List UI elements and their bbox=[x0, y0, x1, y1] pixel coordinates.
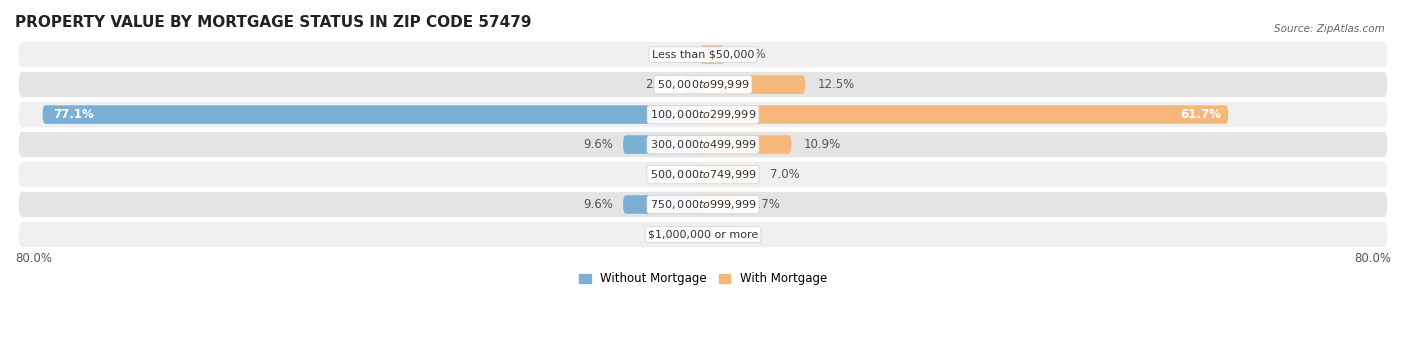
Text: 80.0%: 80.0% bbox=[1354, 252, 1391, 265]
Text: 80.0%: 80.0% bbox=[15, 252, 52, 265]
Text: $100,000 to $299,999: $100,000 to $299,999 bbox=[650, 108, 756, 121]
FancyBboxPatch shape bbox=[700, 165, 758, 184]
Text: $500,000 to $749,999: $500,000 to $749,999 bbox=[650, 168, 756, 181]
Text: Less than $50,000: Less than $50,000 bbox=[652, 50, 754, 59]
Text: $50,000 to $99,999: $50,000 to $99,999 bbox=[657, 78, 749, 91]
Text: 0.0%: 0.0% bbox=[666, 48, 696, 61]
Text: 0.0%: 0.0% bbox=[710, 228, 740, 241]
FancyBboxPatch shape bbox=[700, 45, 724, 64]
Text: 7.0%: 7.0% bbox=[770, 168, 800, 181]
Text: 10.9%: 10.9% bbox=[804, 138, 841, 151]
FancyBboxPatch shape bbox=[18, 102, 1388, 127]
Text: 9.6%: 9.6% bbox=[583, 138, 613, 151]
FancyBboxPatch shape bbox=[623, 135, 703, 154]
Text: 61.7%: 61.7% bbox=[1180, 108, 1220, 121]
FancyBboxPatch shape bbox=[18, 192, 1388, 217]
FancyBboxPatch shape bbox=[700, 195, 738, 214]
Text: PROPERTY VALUE BY MORTGAGE STATUS IN ZIP CODE 57479: PROPERTY VALUE BY MORTGAGE STATUS IN ZIP… bbox=[15, 15, 531, 30]
FancyBboxPatch shape bbox=[696, 165, 703, 184]
FancyBboxPatch shape bbox=[18, 162, 1388, 187]
Text: $1,000,000 or more: $1,000,000 or more bbox=[648, 230, 758, 239]
FancyBboxPatch shape bbox=[700, 75, 806, 94]
FancyBboxPatch shape bbox=[42, 105, 703, 124]
FancyBboxPatch shape bbox=[18, 42, 1388, 67]
FancyBboxPatch shape bbox=[623, 195, 703, 214]
Text: 12.5%: 12.5% bbox=[817, 78, 855, 91]
FancyBboxPatch shape bbox=[18, 72, 1388, 97]
FancyBboxPatch shape bbox=[18, 222, 1388, 247]
Legend: Without Mortgage, With Mortgage: Without Mortgage, With Mortgage bbox=[574, 268, 832, 290]
FancyBboxPatch shape bbox=[700, 135, 792, 154]
Text: $750,000 to $999,999: $750,000 to $999,999 bbox=[650, 198, 756, 211]
FancyBboxPatch shape bbox=[700, 105, 1229, 124]
Text: 0.0%: 0.0% bbox=[666, 228, 696, 241]
Text: 3.1%: 3.1% bbox=[737, 48, 766, 61]
Text: 4.7%: 4.7% bbox=[751, 198, 780, 211]
Text: Source: ZipAtlas.com: Source: ZipAtlas.com bbox=[1274, 24, 1385, 34]
FancyBboxPatch shape bbox=[18, 132, 1388, 157]
Text: 1.2%: 1.2% bbox=[657, 168, 686, 181]
Text: $300,000 to $499,999: $300,000 to $499,999 bbox=[650, 138, 756, 151]
Text: 77.1%: 77.1% bbox=[53, 108, 94, 121]
Text: 9.6%: 9.6% bbox=[583, 198, 613, 211]
Text: 2.4%: 2.4% bbox=[645, 78, 675, 91]
FancyBboxPatch shape bbox=[685, 75, 703, 94]
